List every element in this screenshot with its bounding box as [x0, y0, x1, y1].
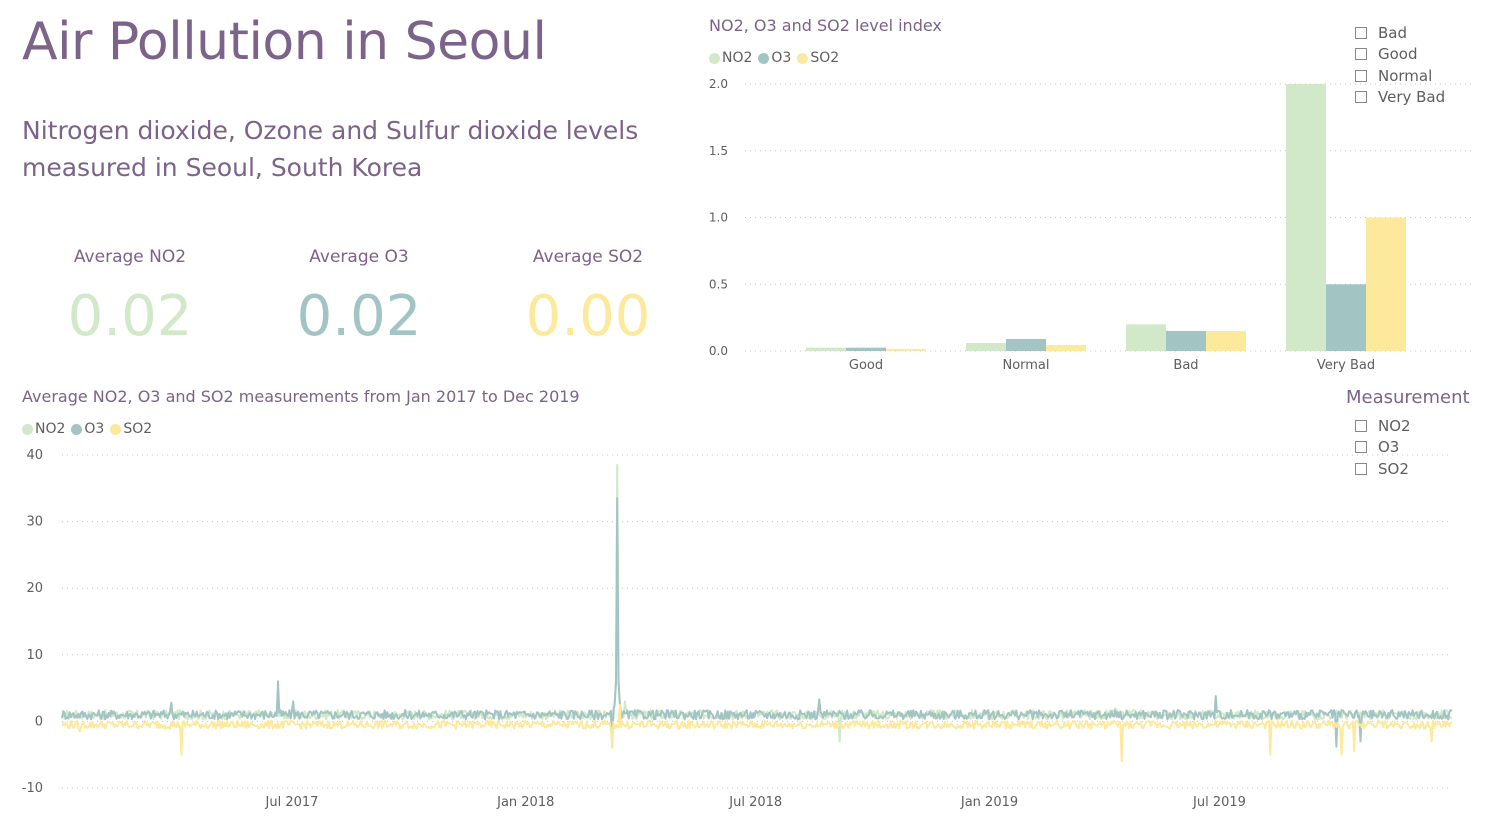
legend-label-o3: O3 — [771, 50, 792, 66]
bar-so2-normal — [1046, 344, 1086, 351]
bar-no2-good — [806, 347, 846, 351]
bar-y-tick-label: 1.5 — [709, 144, 728, 158]
legend-dot-o3 — [71, 423, 83, 435]
measurement-option-no2[interactable]: NO2 — [1355, 415, 1411, 437]
checkbox[interactable] — [1355, 69, 1367, 82]
legend-item-o3[interactable]: O3 — [758, 50, 791, 66]
line-chart-title: Average NO2, O3 and SO2 measurements fro… — [22, 387, 580, 406]
bar-so2-bad — [1206, 330, 1246, 351]
line-y-tick-label: 40 — [26, 448, 43, 463]
line-y-tick-label: 10 — [26, 648, 43, 663]
kpi-o3-value: 0.02 — [296, 284, 422, 349]
kpi-no2-label: Average NO2 — [73, 247, 187, 267]
measurement-option-label: O3 — [1378, 438, 1400, 457]
legend-item-o3[interactable]: O3 — [71, 421, 104, 437]
bar-no2-very-bad — [1286, 84, 1326, 351]
legend-label-no2: NO2 — [35, 421, 66, 437]
legend-label-so2: SO2 — [123, 421, 153, 437]
bar-x-tick-label: Bad — [1173, 358, 1198, 373]
checkbox[interactable] — [1355, 441, 1367, 454]
legend-item-so2[interactable]: SO2 — [797, 50, 839, 66]
series-line-o3 — [61, 497, 1453, 748]
checkbox[interactable] — [1355, 26, 1367, 39]
legend-dot-so2 — [110, 423, 122, 435]
level-option-good[interactable]: Good — [1355, 44, 1445, 66]
line-y-tick-label: 20 — [26, 581, 43, 596]
bar-chart-legend: NO2 O3 SO2 — [709, 50, 845, 66]
bar-y-tick-label: 2.0 — [709, 77, 728, 91]
bar-o3-very-bad — [1326, 284, 1366, 351]
checkbox[interactable] — [1355, 48, 1367, 61]
bar-o3-good — [846, 347, 886, 351]
line-y-tick-label: -10 — [22, 781, 43, 796]
measurement-option-so2[interactable]: SO2 — [1355, 458, 1411, 480]
kpi-so2-label: Average SO2 — [532, 247, 644, 267]
bar-so2-good — [886, 348, 926, 351]
legend-dot-o3 — [758, 52, 770, 64]
level-option-label: Very Bad — [1378, 88, 1446, 107]
line-y-tick-label: 30 — [26, 515, 43, 530]
kpi-so2-value: 0.00 — [525, 284, 651, 349]
line-y-tick-label: 0 — [35, 714, 43, 729]
measurement-slicer-title: Measurement — [1346, 387, 1470, 408]
bar-no2-bad — [1126, 324, 1166, 351]
bar-x-tick-label: Very Bad — [1317, 358, 1375, 373]
series-line-no2 — [61, 464, 1453, 743]
bar-o3-bad — [1166, 330, 1206, 351]
line-x-tick-label: Jul 2018 — [728, 795, 782, 810]
line-x-tick-label: Jul 2017 — [265, 795, 319, 810]
level-slicer: Bad Good Normal Very Bad — [1355, 22, 1445, 108]
legend-item-no2[interactable]: NO2 — [709, 50, 752, 66]
bar-x-tick-label: Good — [849, 358, 883, 373]
page-title: Air Pollution in Seoul — [22, 12, 547, 72]
level-option-very-bad[interactable]: Very Bad — [1355, 87, 1445, 109]
line-chart: 40 30 20 10 0 -10 Jul 2017 Jan 2018 Jul 2018 Jan … — [22, 448, 1453, 810]
level-option-label: Bad — [1378, 23, 1408, 42]
kpi-no2-value: 0.02 — [67, 284, 193, 349]
checkbox[interactable] — [1355, 91, 1367, 104]
checkbox[interactable] — [1355, 462, 1367, 475]
level-option-label: Normal — [1378, 66, 1433, 85]
bar-x-tick-label: Normal — [1002, 358, 1049, 373]
legend-label-no2: NO2 — [722, 50, 753, 66]
bar-o3-normal — [1006, 338, 1046, 351]
bar-chart-title: NO2, O3 and SO2 level index — [709, 16, 942, 35]
line-x-tick-label: Jan 2019 — [960, 795, 1018, 810]
line-x-tick-label: Jan 2018 — [496, 795, 554, 810]
line-x-tick-label: Jul 2019 — [1192, 795, 1246, 810]
bar-y-tick-label: 0.5 — [709, 277, 728, 291]
legend-item-so2[interactable]: SO2 — [110, 421, 152, 437]
legend-dot-no2 — [709, 52, 720, 64]
level-option-bad[interactable]: Bad — [1355, 22, 1445, 44]
level-option-normal[interactable]: Normal — [1355, 65, 1445, 87]
legend-label-so2: SO2 — [810, 50, 840, 66]
legend-dot-so2 — [797, 52, 809, 64]
kpi-o3-label: Average O3 — [309, 247, 409, 267]
bar-so2-very-bad — [1366, 217, 1406, 351]
series-line-so2 — [61, 703, 1453, 763]
checkbox[interactable] — [1355, 419, 1367, 432]
legend-dot-no2 — [22, 423, 33, 435]
bar-no2-normal — [966, 342, 1006, 351]
bar-y-tick-label: 0.0 — [709, 344, 728, 358]
measurement-option-label: SO2 — [1378, 459, 1409, 478]
level-option-label: Good — [1378, 45, 1418, 64]
bar-y-tick-label: 1.0 — [709, 211, 728, 225]
line-chart-legend: NO2 O3 SO2 — [22, 421, 158, 437]
legend-item-no2[interactable]: NO2 — [22, 421, 65, 437]
bar-chart: 2.0 1.5 1.0 0.5 0.0 Good Normal Bad Very Bad — [709, 77, 1475, 373]
legend-label-o3: O3 — [84, 421, 105, 437]
measurement-option-o3[interactable]: O3 — [1355, 437, 1411, 459]
measurement-slicer: NO2 O3 SO2 — [1355, 415, 1411, 480]
page-subtitle: Nitrogen dioxide, Ozone and Sulfur dioxi… — [22, 116, 639, 182]
measurement-option-label: NO2 — [1378, 416, 1411, 435]
